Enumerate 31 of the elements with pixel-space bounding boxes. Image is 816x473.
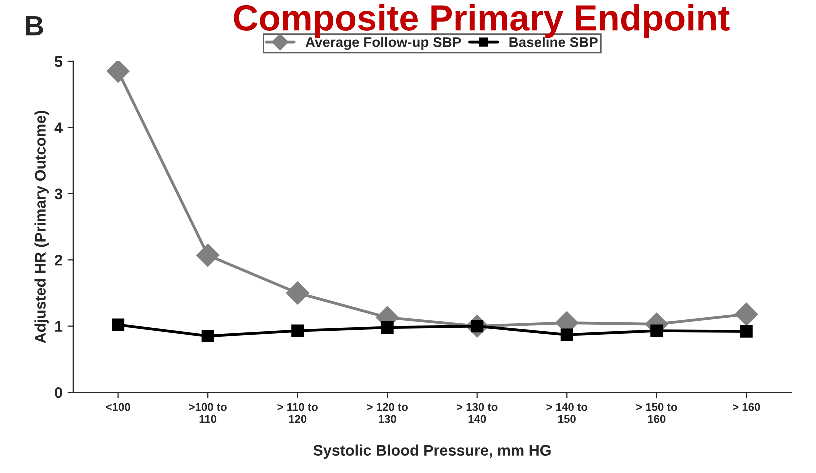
point bbox=[560, 328, 574, 342]
x-axis-title: Systolic Blood Pressure, mm HG bbox=[314, 444, 551, 460]
x-tick-label: > 150 to 160 bbox=[636, 403, 678, 424]
y-axis-title: Adjusted HR (Primary Outcome) bbox=[34, 111, 49, 344]
y-tick-label: 0 bbox=[55, 387, 62, 398]
point bbox=[112, 318, 125, 332]
y-tick-label: 5 bbox=[55, 56, 63, 68]
point bbox=[202, 330, 214, 343]
chart-title: Composite Primary Endpoint bbox=[234, 4, 730, 38]
point bbox=[196, 244, 220, 268]
y-tick-label: 2 bbox=[55, 255, 62, 266]
text: B bbox=[26, 16, 44, 36]
y-tick-label: 4 bbox=[54, 122, 63, 134]
point bbox=[286, 282, 310, 305]
x-tick-label: > 160 bbox=[733, 403, 760, 412]
point bbox=[735, 302, 758, 326]
x-tick-label: >100 to 110 bbox=[189, 403, 227, 424]
legend-label: Average Follow-up SBP bbox=[306, 37, 462, 50]
point bbox=[740, 325, 753, 338]
point bbox=[381, 321, 394, 334]
legend-label: Baseline SBP bbox=[510, 37, 598, 48]
point bbox=[106, 61, 130, 83]
x-tick-label: > 110 to 120 bbox=[278, 403, 318, 424]
point bbox=[292, 324, 304, 338]
y-tick-label: 1 bbox=[55, 321, 63, 332]
x-tick-label: > 140 to 150 bbox=[546, 403, 588, 424]
x-tick-label: > 130 to 140 bbox=[456, 403, 498, 424]
x-tick-label: > 120 to 130 bbox=[367, 403, 408, 424]
y-tick-label: 3 bbox=[54, 188, 62, 200]
point bbox=[650, 324, 664, 338]
x-tick-label: <100 bbox=[106, 403, 130, 412]
